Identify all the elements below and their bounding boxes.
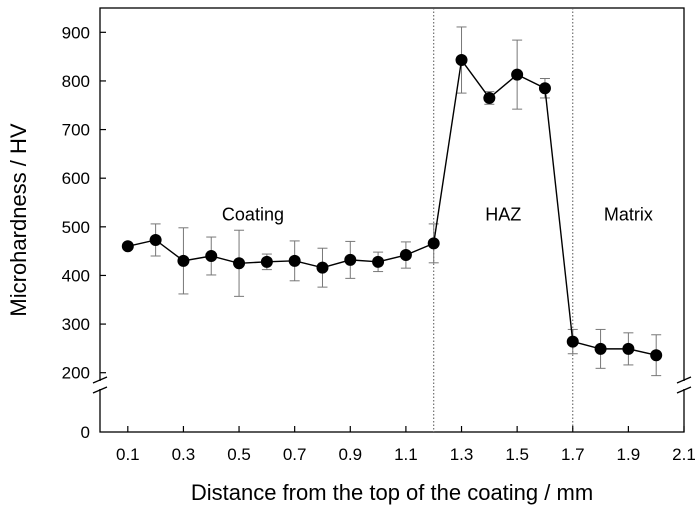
data-point xyxy=(233,257,246,270)
data-point xyxy=(288,254,301,267)
x-tick-label: 1.5 xyxy=(505,445,529,464)
x-tick-label: 0.9 xyxy=(338,445,362,464)
data-point xyxy=(149,233,162,246)
data-point xyxy=(121,240,134,253)
data-point xyxy=(511,68,524,81)
x-tick-label: 1.7 xyxy=(561,445,585,464)
x-tick-label: 1.1 xyxy=(394,445,418,464)
data-point xyxy=(399,249,412,262)
x-axis-title: Distance from the top of the coating / m… xyxy=(191,480,593,505)
data-point xyxy=(372,255,385,268)
data-point xyxy=(205,250,218,262)
data-point xyxy=(427,237,440,250)
x-tick-label: 1.9 xyxy=(617,445,641,464)
y-tick-label: 500 xyxy=(62,218,90,237)
y-tick-label: 300 xyxy=(62,315,90,334)
data-point xyxy=(483,91,496,104)
y-tick-label: 200 xyxy=(62,364,90,383)
axis-break xyxy=(92,376,692,394)
x-tick-label: 0.5 xyxy=(227,445,251,464)
region-label: Coating xyxy=(222,205,284,225)
axis-break-gap xyxy=(92,381,108,389)
region-label: HAZ xyxy=(485,205,521,225)
y-tick-label: 800 xyxy=(62,72,90,91)
data-point xyxy=(594,342,607,355)
y-tick-label: 900 xyxy=(62,23,90,42)
data-points xyxy=(121,54,663,362)
y-axis-ticks: 200 300 400 500 600 700 800 900 0 xyxy=(62,23,106,442)
plot-frame xyxy=(99,7,685,433)
y-tick-label: 0 xyxy=(81,423,90,442)
data-point xyxy=(622,342,635,355)
y-tick-label: 400 xyxy=(62,266,90,285)
data-point xyxy=(538,82,551,95)
region-label: Matrix xyxy=(604,205,653,225)
axis-break-gap xyxy=(676,381,692,389)
axis-break-mark xyxy=(92,376,108,384)
y-tick-label: 700 xyxy=(62,121,90,140)
data-point xyxy=(316,261,329,274)
data-point xyxy=(566,335,579,348)
x-tick-label: 0.1 xyxy=(116,445,140,464)
data-point xyxy=(260,255,273,268)
data-point xyxy=(650,349,663,362)
data-point xyxy=(455,54,468,67)
data-point xyxy=(344,253,357,266)
region-labels: Coating HAZ Matrix xyxy=(222,205,653,225)
x-tick-label: 1.3 xyxy=(450,445,474,464)
axis-break-mark xyxy=(92,386,108,394)
axis-break-mark xyxy=(676,386,692,394)
series-line xyxy=(127,58,657,356)
error-bars xyxy=(122,26,662,377)
x-axis-ticks: 0.1 0.3 0.5 0.7 0.9 1.1 1.3 1.5 1.7 1.9 2.1 xyxy=(116,426,696,464)
x-tick-label: 2.1 xyxy=(672,445,696,464)
data-point xyxy=(177,254,190,267)
x-tick-label: 0.7 xyxy=(283,445,307,464)
axis-break-mark xyxy=(676,376,692,384)
x-tick-label: 0.3 xyxy=(172,445,196,464)
region-dividers xyxy=(433,8,574,432)
y-tick-label: 600 xyxy=(62,169,90,188)
y-axis-title: Microhardness / HV xyxy=(6,123,31,317)
